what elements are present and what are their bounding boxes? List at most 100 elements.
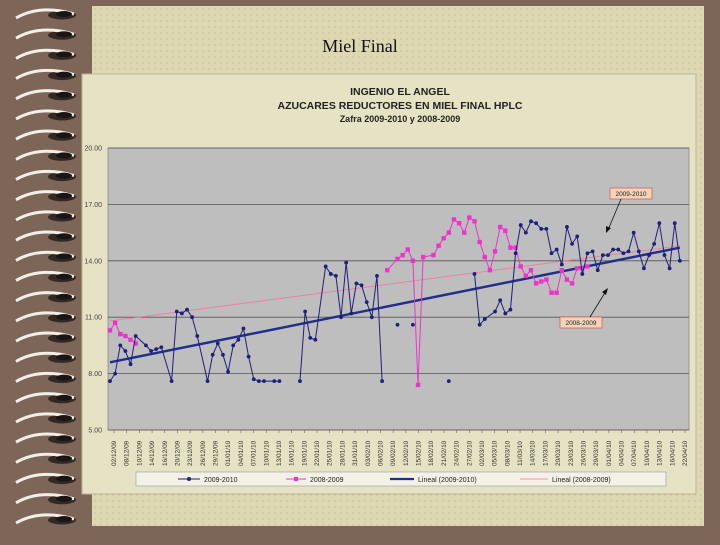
series-2008-2009-point: [441, 236, 446, 241]
series-2009-2010-point: [328, 272, 333, 276]
series-2009-2010-point: [539, 226, 544, 231]
series-2008-2009-point: [472, 219, 477, 224]
series-2008-2009-point: [477, 239, 482, 245]
series-2008-2009-point: [513, 245, 518, 250]
series-2009-2010-point: [144, 343, 148, 348]
series-2009-2010-point: [333, 273, 338, 278]
series-2008-2009-point: [523, 273, 529, 279]
x-tick-label: 10/01/10: [263, 440, 270, 466]
spiral-ring: [15, 129, 76, 141]
series-2009-2010-point: [503, 311, 508, 316]
series-2008-2009-point: [549, 290, 554, 295]
legend-trend-2008-label: Lineal (2008-2009): [552, 477, 611, 484]
x-tick-label: 13/04/10: [657, 440, 664, 466]
spiral-ring: [15, 331, 76, 343]
series-2009-2010-point: [611, 247, 616, 252]
series-2008-2009-point: [415, 382, 421, 388]
trendline-2009-2010: [109, 246, 681, 364]
series-2009-2010-line: [109, 308, 280, 382]
x-tick-label: 02/12/09: [111, 440, 118, 466]
series-2008-2009-point: [569, 281, 575, 286]
series-2009-2010-point: [339, 315, 343, 320]
x-tick-label: 23/03/10: [568, 440, 575, 466]
series-2009-2010-point: [580, 272, 585, 276]
series-2008-2009-point: [554, 290, 559, 295]
series-2009-2010-line: [474, 220, 681, 326]
y-tick-label: 5.00: [88, 428, 102, 435]
series-2009-2010-point: [185, 307, 189, 312]
series-2009-2010-point: [626, 249, 631, 254]
series-2008-2009-point: [580, 266, 585, 271]
series-2009-2010-point: [575, 234, 580, 239]
x-tick-label: 01/04/10: [606, 440, 613, 466]
x-tick-label: 04/04/10: [619, 440, 626, 466]
x-tick-label: 16/12/09: [162, 440, 169, 466]
series-2009-2010-point: [159, 345, 164, 350]
series-2009-2010-point: [395, 322, 400, 327]
series-2009-2010-point: [585, 251, 590, 256]
series-2009-2010-point: [606, 253, 610, 258]
spiral-ring: [15, 412, 76, 424]
series-2009-2010-point: [667, 266, 672, 271]
series-2008-2009-point: [107, 328, 113, 333]
series-2008-2009-point: [451, 217, 457, 222]
series-2009-2010-point: [313, 337, 318, 342]
series-2008-2009-point: [539, 279, 544, 284]
series-2009-2010-point: [380, 379, 384, 384]
series-2009-2010-point: [518, 223, 523, 227]
series-2009-2010-point: [128, 362, 133, 367]
spiral-ring: [15, 351, 76, 363]
spiral-ring: [15, 190, 76, 202]
series-2009-2010-point: [354, 281, 359, 286]
series-2008-2009-point: [487, 268, 493, 273]
spiral-ring: [15, 89, 76, 101]
series-2009-2010-point: [236, 337, 241, 342]
x-tick-label: 22/01/10: [314, 440, 321, 466]
series-2009-2010-point: [472, 272, 477, 276]
spiral-ring: [15, 472, 76, 485]
callout-2009-2010-label: 2009-2010: [615, 191, 646, 198]
series-2008-2009-point: [123, 333, 128, 339]
x-tick-label: 28/01/10: [339, 440, 346, 466]
series-2008-2009-point: [410, 258, 416, 263]
x-tick-label: 10/12/09: [136, 440, 143, 466]
series-2009-2010-point: [256, 379, 261, 384]
callout-2008-2009-arrow: [589, 290, 607, 318]
spiral-ring: [15, 109, 76, 121]
legend-2009-marker: [187, 477, 191, 481]
series-2008-2009-point: [559, 268, 564, 273]
x-tick-label: 15/02/10: [416, 440, 423, 466]
x-tick-label: 16/04/10: [669, 440, 676, 466]
series-2009-2010-point: [251, 377, 256, 382]
series-2008-2009-point: [564, 277, 570, 282]
y-axis-ticks: 20.00 17.00 14.00 11.00 8.00 5.00: [84, 146, 102, 435]
series-2009-2010-point: [303, 309, 307, 314]
series-2009-2010-point: [190, 315, 195, 320]
series-2009-2010-point: [349, 311, 354, 316]
y-tick-label: 11.00: [85, 315, 102, 322]
spiral-ring: [15, 8, 76, 20]
callout-2008-2009-label: 2008-2009: [565, 320, 596, 327]
spiral-ring: [15, 270, 76, 283]
legend: 2009-2010 2008-2009 Lineal (2009-2010) L…: [135, 471, 667, 487]
series-2009-2010-point: [662, 253, 667, 258]
series-2009-2010-point: [446, 379, 451, 384]
series-2008-2009-point: [128, 337, 133, 342]
series-2008-2009-point: [462, 230, 467, 235]
series-2009-2010-point: [308, 335, 313, 340]
spiral-ring: [15, 311, 76, 323]
spiral-ring: [15, 392, 76, 404]
series-2009-2010-point: [493, 309, 497, 314]
series-2008-2009-point: [400, 252, 405, 258]
series-2008-2009-point: [446, 230, 452, 235]
series-2009-2010-point: [559, 262, 564, 267]
x-tick-label: 08/03/10: [504, 440, 511, 466]
x-tick-label: 05/03/10: [492, 440, 499, 466]
spiral-ring: [15, 250, 76, 262]
legend-2008-label: 2008-2009: [310, 477, 344, 484]
series-2008-2009-point: [112, 320, 118, 326]
series-2009-2010-point: [652, 241, 657, 246]
y-tick-label: 17.00: [84, 202, 102, 209]
series-2009-2010-point: [631, 230, 636, 235]
